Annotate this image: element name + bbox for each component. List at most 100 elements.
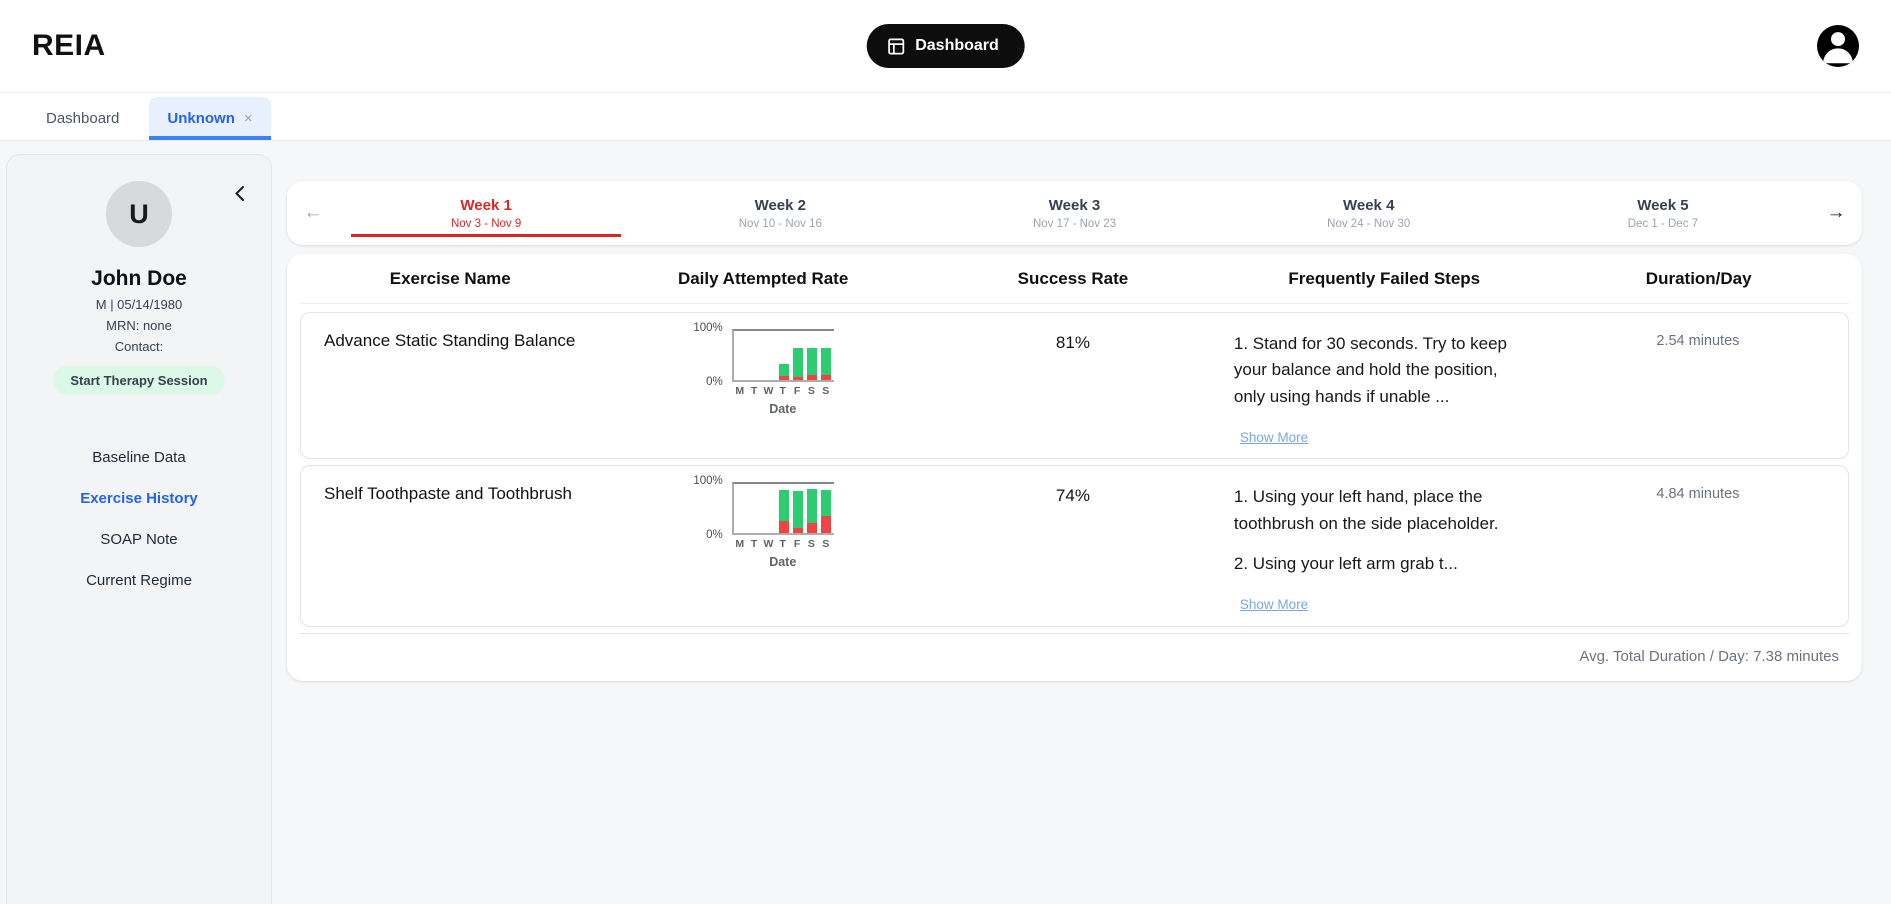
tab-unknown[interactable]: Unknown × bbox=[149, 97, 271, 140]
bar-slot bbox=[778, 331, 789, 380]
week-tab-1[interactable]: Week 1 Nov 3 - Nov 9 bbox=[339, 181, 633, 245]
failed-steps: 1. Stand for 30 seconds. Try to keep you… bbox=[1220, 319, 1548, 450]
exercise-name: Advance Static Standing Balance bbox=[324, 331, 576, 350]
bar-slot bbox=[820, 484, 831, 534]
success-rate-value: 74% bbox=[1055, 486, 1090, 506]
app-header: REIA Dashboard bbox=[0, 0, 1891, 93]
bar-slot bbox=[765, 331, 775, 380]
exercise-table: Exercise Name Daily Attempted Rate Success… bbox=[287, 254, 1862, 681]
tab-bar: Dashboard Unknown × bbox=[0, 93, 1891, 141]
x-axis-tick: F bbox=[793, 538, 801, 551]
x-axis-tick: W bbox=[763, 538, 774, 551]
column-header-duration-day: Duration/Day bbox=[1645, 269, 1752, 288]
x-axis-tick: S bbox=[822, 385, 830, 397]
exercise-rows: Advance Static Standing Balance 100% 0% M T W… bbox=[300, 304, 1849, 627]
week-tab-4[interactable]: Week 4 Nov 24 - Nov 30 bbox=[1222, 181, 1516, 245]
chart-plot-area: 100% 0% M T W T F S S Date bbox=[693, 475, 834, 569]
y-axis-tick: 0% bbox=[706, 376, 723, 388]
sidebar-item-baseline-data[interactable]: Baseline Data bbox=[92, 449, 186, 466]
bar-failed-segment bbox=[806, 375, 817, 380]
bar-slot bbox=[792, 331, 803, 380]
sidebar-item-soap-note[interactable]: SOAP Note bbox=[100, 531, 178, 548]
week-label: Week 1 bbox=[460, 196, 512, 214]
daily-attempted-chart: 100% 0% M T W T F S S Date bbox=[693, 475, 834, 617]
bar-success-segment bbox=[806, 347, 817, 376]
x-axis-tick: F bbox=[793, 385, 801, 397]
week-date-range: Nov 10 - Nov 16 bbox=[738, 217, 822, 230]
dashboard-button-label: Dashboard bbox=[915, 37, 999, 54]
failed-step-text: 1. Stand for 30 seconds. Try to keep you… bbox=[1233, 334, 1507, 406]
duration-value: 2.54 minutes bbox=[1656, 333, 1740, 349]
table-footer: Avg. Total Duration / Day: 7.38 minutes bbox=[300, 632, 1849, 681]
bar-success-segment bbox=[778, 364, 789, 377]
bar-success-segment bbox=[820, 490, 831, 516]
sidebar-item-exercise-history[interactable]: Exercise History bbox=[80, 490, 198, 507]
y-axis-tick: 100% bbox=[693, 322, 723, 334]
show-more-link[interactable]: Show More bbox=[1239, 597, 1309, 613]
bar-slot bbox=[737, 331, 747, 380]
tab-dashboard[interactable]: Dashboard bbox=[30, 97, 135, 140]
y-axis-tick: 100% bbox=[693, 475, 723, 488]
sidebar-item-current-regime[interactable]: Current Regime bbox=[86, 572, 192, 589]
daily-attempted-chart: 100% 0% M T W T F S S Date bbox=[693, 322, 834, 450]
x-axis-tick: S bbox=[807, 538, 815, 551]
chevron-left-icon bbox=[234, 186, 245, 205]
next-week-arrow[interactable]: → bbox=[1810, 181, 1862, 245]
week-label: Week 2 bbox=[754, 196, 807, 214]
bar-failed-segment bbox=[778, 376, 789, 380]
bar-failed-segment bbox=[806, 522, 817, 534]
table-row: Advance Static Standing Balance 100% 0% M T W… bbox=[300, 312, 1849, 460]
user-avatar[interactable] bbox=[1817, 25, 1859, 67]
failed-step-text: 2. Using your left arm grab t... bbox=[1233, 554, 1458, 574]
patient-sidebar: U John Doe M | 05/14/1980 MRN: none Cont… bbox=[6, 154, 272, 904]
app-logo: REIA bbox=[32, 29, 106, 62]
dashboard-layout-icon bbox=[886, 37, 905, 56]
bar-slot bbox=[806, 331, 817, 380]
week-date-range: Nov 17 - Nov 23 bbox=[1032, 217, 1117, 230]
bar-slot bbox=[765, 484, 775, 533]
patient-avatar: U bbox=[106, 181, 172, 247]
patient-avatar-initial: U bbox=[129, 198, 149, 229]
week-tab-5[interactable]: Week 5 Dec 1 - Dec 7 bbox=[1516, 181, 1810, 245]
week-tab-3[interactable]: Week 3 Nov 17 - Nov 23 bbox=[927, 181, 1221, 245]
bar-failed-segment bbox=[820, 515, 831, 534]
bar-failed-segment bbox=[820, 375, 831, 380]
column-header-success-rate: Success Rate bbox=[1017, 269, 1129, 288]
close-tab-icon[interactable]: × bbox=[243, 110, 253, 127]
week-tab-2[interactable]: Week 2 Nov 10 - Nov 16 bbox=[633, 181, 927, 245]
collapse-sidebar-button[interactable] bbox=[230, 181, 249, 209]
bar-success-segment bbox=[792, 491, 803, 529]
tab-label: Dashboard bbox=[46, 110, 120, 127]
dashboard-button[interactable]: Dashboard bbox=[866, 24, 1025, 68]
bar-success-segment bbox=[778, 490, 789, 521]
y-axis-tick: 0% bbox=[706, 529, 723, 542]
bar-success-segment bbox=[792, 347, 803, 378]
start-therapy-session-button[interactable]: Start Therapy Session bbox=[53, 366, 225, 395]
exercise-name: Shelf Toothpaste and Toothbrush bbox=[324, 484, 572, 504]
bar-slot bbox=[778, 484, 789, 534]
plot-column: M T W T F S S Date bbox=[731, 329, 834, 416]
x-axis-tick: T bbox=[779, 538, 786, 551]
bar-slot bbox=[792, 484, 803, 534]
date-axis-label: Date bbox=[769, 402, 797, 416]
failed-step-text: 1. Using your left hand, place the tooth… bbox=[1233, 487, 1499, 533]
patient-name: John Doe bbox=[91, 267, 187, 290]
bar-slot bbox=[751, 331, 761, 380]
bar-slot bbox=[751, 484, 761, 533]
show-more-link[interactable]: Show More bbox=[1239, 430, 1309, 446]
table-header: Exercise Name Daily Attempted Rate Success… bbox=[300, 254, 1849, 304]
chart-plot-area: 100% 0% M T W T F S S Date bbox=[693, 322, 834, 416]
bar-slot bbox=[737, 484, 747, 533]
plot-column: M T W T F S S Date bbox=[731, 482, 834, 569]
tab-label: Unknown bbox=[167, 110, 235, 127]
y-axis-labels: 100% 0% bbox=[693, 322, 731, 388]
bar-failed-segment bbox=[792, 377, 803, 380]
prev-week-arrow[interactable]: ← bbox=[287, 181, 339, 245]
y-axis-labels: 100% 0% bbox=[693, 475, 731, 541]
x-axis-tick: W bbox=[763, 385, 774, 397]
week-selector: ← Week 1 Nov 3 - Nov 9 Week 2 Nov 10 - Nov … bbox=[287, 181, 1862, 245]
person-icon bbox=[1817, 25, 1859, 67]
